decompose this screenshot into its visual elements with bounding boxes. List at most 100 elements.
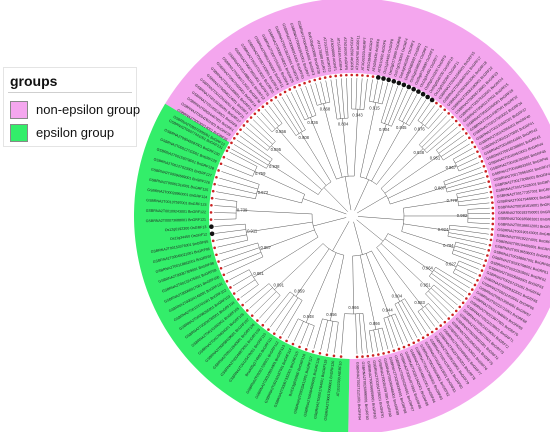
branch [455,268,475,280]
branch [330,290,337,321]
branch [293,321,304,342]
leaf-marker [371,354,375,357]
branch [223,252,262,268]
leaf-marker [435,327,438,331]
leaf-label: AT5G10450 AtGRF6 [377,40,387,73]
branch [219,242,258,255]
branch [402,94,418,122]
branch [355,78,358,110]
branch [256,115,273,133]
leaf-marker [229,286,232,289]
branch [448,232,489,240]
branch [346,78,349,119]
leaf-marker [225,149,229,153]
branch [449,224,490,230]
branch [394,292,401,302]
branch [359,78,363,110]
branch [394,245,433,273]
branch [377,81,384,103]
branch [404,298,427,333]
leaf-marker [222,273,226,277]
bootstrap-value: 0.934 [438,227,449,232]
leaf-marker [211,239,215,243]
branch [446,182,486,193]
branch [359,141,368,177]
leaf-marker [332,354,336,358]
leaf-label: AT4G09000 AtGRF1 [329,38,337,71]
branch [427,227,449,232]
branch [310,117,318,136]
leaf-marker [246,120,249,123]
branch [249,287,273,309]
branch [246,229,266,233]
bootstrap-value: 0.887 [435,186,446,191]
leaf-label: AT3G02520 AtGRF7 [361,37,367,70]
branch [359,255,363,267]
branch [398,275,424,308]
leaf-label: GSBRNA2T00177357001 BnGRF50 [496,187,550,199]
branch [214,212,237,214]
leaf-marker [270,99,273,102]
branch [332,221,350,252]
branch [355,313,358,354]
leaf-marker [488,243,492,247]
leaf-marker [480,269,484,272]
branch [384,172,415,194]
branch [381,82,389,105]
branch [214,205,237,208]
leaf-marker [334,74,338,78]
branch [436,130,461,151]
leaf-marker [478,155,482,158]
branch [380,171,399,189]
leaf-marker [490,196,494,199]
branch [313,318,323,349]
leaf-marker [470,141,474,144]
leaf-marker [439,324,443,327]
leaf-marker [318,77,322,80]
branch [443,167,482,182]
tree-branches [214,77,490,354]
branch [239,135,273,160]
leaf-marker [257,108,261,112]
leaf-marker [473,283,477,287]
bootstrap-value: 0.794 [443,243,454,248]
branch [260,242,281,251]
leaf-marker [392,349,396,352]
leaf-marker [491,211,495,215]
bootstrap-value: 0.904 [392,293,403,298]
bootstrap-value: 0.845 [396,125,407,130]
branch [280,229,315,243]
branch [455,152,475,164]
leaf-marker [377,353,380,356]
leaf-marker [279,336,282,339]
branch [367,102,377,142]
bootstrap-value: 0.966 [348,305,359,310]
leaf-marker [491,222,495,226]
leaf-marker [375,75,381,80]
bootstrap-value: 0.836 [307,120,318,125]
leaf-marker [482,164,486,168]
branch [435,266,470,289]
branch [344,176,352,211]
branch [390,186,446,205]
branch [401,231,437,243]
bootstrap-value: 0.938 [269,164,280,169]
branch [394,303,413,341]
leaf-label: GSBRNA2T00073688001 BnGRF121 [146,218,206,224]
branch [305,85,317,116]
branch [277,99,300,134]
leaf-marker [491,201,494,204]
branch [281,96,303,132]
branch [457,192,489,199]
branch [435,242,455,249]
leaf-label: GSBRNA2T00179488001 BnGRF51 [497,195,550,205]
branch [356,219,384,242]
leaf-marker [209,211,213,214]
non-epsilon-group-band [156,0,550,432]
branch [398,91,413,120]
branch [467,222,490,225]
bootstrap-value: 0.948 [303,314,314,319]
bootstrap-value: 0.883 [414,300,425,305]
leaf-label: Os11g34450 OsGRF12 [170,232,208,241]
leaf-marker [447,112,451,115]
